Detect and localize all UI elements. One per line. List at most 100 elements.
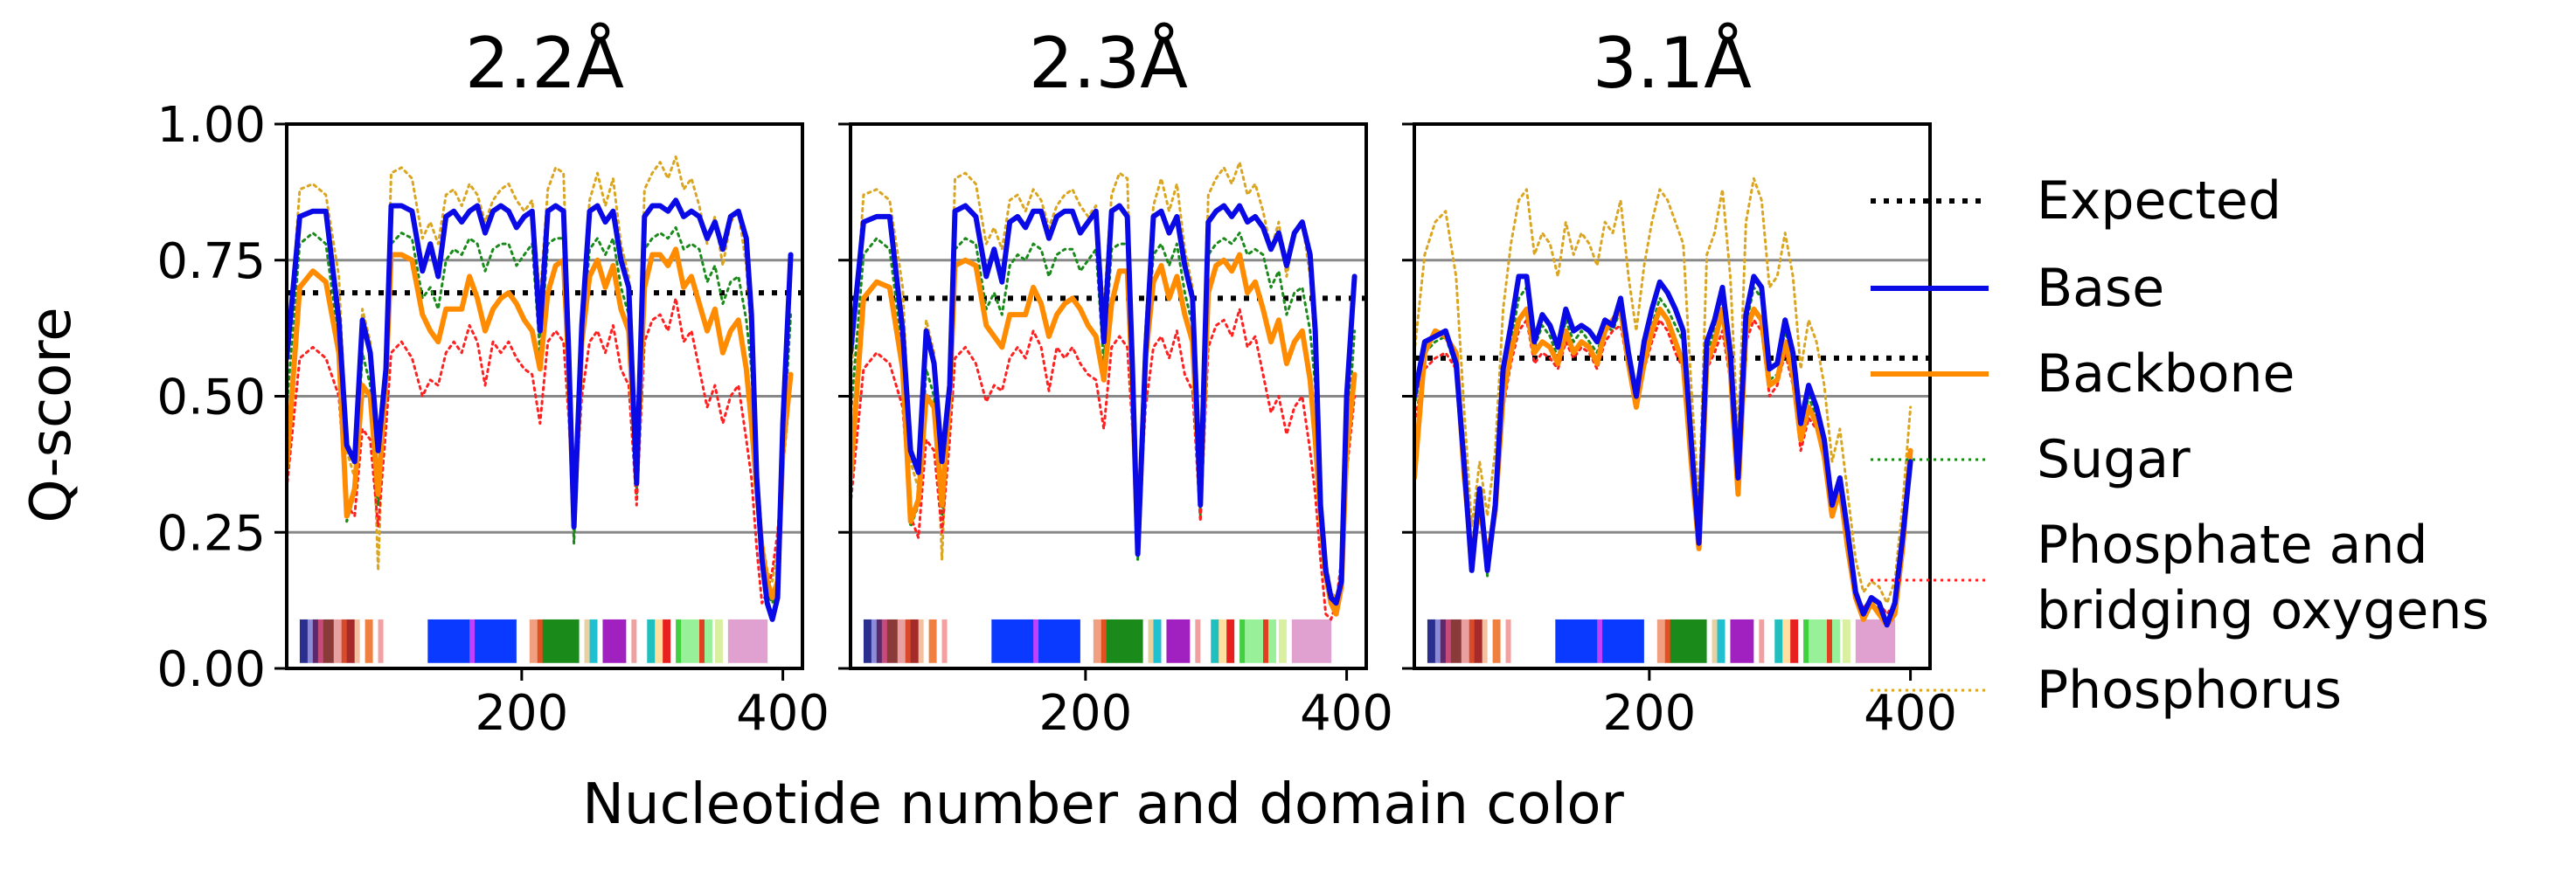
- legend-label: Phosphorus: [2037, 660, 2342, 721]
- domain-color-bar: [863, 619, 1332, 663]
- domain-segment: [928, 619, 938, 663]
- panel-3: 3.1Å 200 400: [1402, 22, 1957, 742]
- domain-segment: [1505, 619, 1512, 663]
- domain-segment: [1510, 619, 1556, 663]
- y-tick-label: 0.00: [156, 641, 266, 698]
- domain-segment: [1200, 619, 1212, 663]
- x-tick-label: 200: [1038, 685, 1132, 742]
- x-tick-label: 400: [1300, 685, 1393, 742]
- domain-segment: [1427, 619, 1436, 663]
- domain-segment: [714, 619, 724, 663]
- domain-segment: [1602, 619, 1645, 663]
- domain-segment: [1782, 619, 1791, 663]
- domain-segment: [1461, 619, 1470, 663]
- domain-segment: [1790, 619, 1799, 663]
- domain-segment: [602, 619, 627, 663]
- domain-segment: [317, 619, 324, 663]
- domain-segment: [1712, 619, 1718, 663]
- domain-segment: [1500, 619, 1507, 663]
- domain-segment: [676, 619, 682, 663]
- series-base: [851, 203, 1357, 606]
- domain-segment: [991, 619, 1034, 663]
- domain-segment: [871, 619, 878, 663]
- domain-segment: [1831, 619, 1841, 663]
- series-phosphate-and-bridging-oxygens: [851, 308, 1357, 621]
- domain-segment: [626, 619, 632, 663]
- domain-segment: [1706, 619, 1713, 663]
- y-tick-label: 0.25: [156, 505, 266, 562]
- domain-segment: [1774, 619, 1783, 663]
- legend-label: Backbone: [2037, 343, 2295, 405]
- series-phosphate-and-bridging-oxygens: [287, 296, 793, 605]
- domain-segment: [881, 619, 888, 663]
- domain-segment: [886, 619, 899, 663]
- legend-entry: Phosphorus: [1871, 660, 2342, 721]
- domain-segment: [1664, 619, 1671, 663]
- legend-label-line2: bridging oxygens: [2037, 580, 2489, 641]
- domain-segment: [1153, 619, 1162, 663]
- domain-segment: [1850, 619, 1857, 663]
- domain-color-bar: [299, 619, 768, 663]
- domain-segment: [1038, 619, 1081, 663]
- domain-segment: [1093, 619, 1102, 663]
- domain-segment: [1166, 619, 1191, 663]
- domain-segment: [910, 619, 920, 663]
- domain-segment: [722, 619, 729, 663]
- domain-segment: [712, 619, 716, 663]
- domain-segment: [1239, 619, 1246, 663]
- domain-segment: [1450, 619, 1462, 663]
- domain-segment: [1487, 619, 1494, 663]
- domain-segment: [1717, 619, 1725, 663]
- domain-segment: [312, 619, 319, 663]
- series-sugar: [287, 225, 793, 605]
- x-tick-label: 400: [1864, 685, 1957, 742]
- domain-segment: [863, 619, 872, 663]
- domain-segment: [1195, 619, 1201, 663]
- y-axis-label: Q-score: [19, 307, 84, 523]
- domain-segment: [365, 619, 374, 663]
- series-base: [287, 197, 794, 622]
- y-tick-label: 1.00: [156, 97, 266, 154]
- domain-segment: [333, 619, 343, 663]
- domain-segment: [1106, 619, 1144, 663]
- domain-segment: [1469, 619, 1475, 663]
- domain-segment: [1827, 619, 1833, 663]
- y-tick-label: 0.50: [156, 370, 266, 426]
- domain-segment: [516, 619, 531, 663]
- legend-entry: Base: [1871, 258, 2164, 319]
- domain-segment: [383, 619, 428, 663]
- domain-segment: [1148, 619, 1155, 663]
- domain-segment: [542, 619, 580, 663]
- domain-segment: [1798, 619, 1804, 663]
- domain-segment: [1839, 619, 1843, 663]
- domain-segment: [469, 619, 476, 663]
- panel-title: 2.3Å: [1029, 22, 1188, 104]
- domain-segment: [475, 619, 517, 663]
- domain-segment: [681, 619, 700, 663]
- domain-segment: [897, 619, 906, 663]
- domain-segment: [1759, 619, 1765, 663]
- domain-segment: [918, 619, 925, 663]
- domain-segment: [1161, 619, 1167, 663]
- domain-segment: [1803, 619, 1809, 663]
- domain-segment: [1263, 619, 1269, 663]
- x-tick-label: 200: [1602, 685, 1696, 742]
- domain-segment: [876, 619, 883, 663]
- domain-segment: [1445, 619, 1452, 663]
- x-tick-label: 200: [475, 685, 568, 742]
- domain-segment: [1033, 619, 1039, 663]
- domain-segment: [1291, 619, 1332, 663]
- domain-segment: [647, 619, 656, 663]
- domain-segment: [704, 619, 713, 663]
- series-base: [1414, 273, 1913, 628]
- domain-segment: [589, 619, 598, 663]
- domain-segment: [359, 619, 366, 663]
- domain-segment: [1286, 619, 1293, 663]
- domain-segment: [636, 619, 648, 663]
- legend-label: Phosphate and: [2037, 515, 2427, 576]
- domain-segment: [1101, 619, 1107, 663]
- domain-segment: [1753, 619, 1760, 663]
- domain-segment: [597, 619, 603, 663]
